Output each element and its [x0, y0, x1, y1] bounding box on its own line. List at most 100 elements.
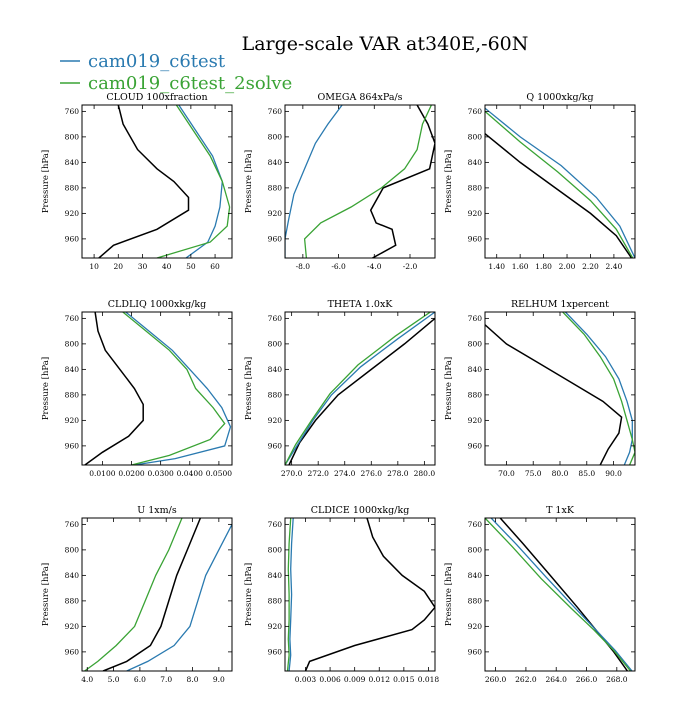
y-tick-label: 840 [268, 365, 283, 374]
series-line-black [304, 518, 435, 671]
legend: cam019_c6test cam019_c6test_2solve [60, 51, 292, 94]
series-line-cam019-c6test [285, 105, 343, 258]
x-tick-label: 4.0 [81, 675, 93, 684]
y-tick-label: 920 [65, 209, 80, 218]
y-tick-label: 760 [468, 520, 483, 529]
panel-title: RELHUM 1xpercent [511, 299, 609, 310]
x-tick-label: 6.0 [134, 675, 146, 684]
series-line-cam019-c6test-2solve [562, 312, 635, 465]
y-tick-label: 760 [468, 314, 483, 323]
y-tick-label: 880 [65, 390, 80, 399]
series-line-black [485, 324, 623, 465]
x-tick-label: -8.0 [296, 262, 311, 271]
y-tick-label: 880 [468, 183, 483, 192]
y-tick-label: 920 [65, 416, 80, 425]
x-tick-label: 278.0 [387, 469, 409, 478]
y-axis-label: Pressure [hPa] [444, 563, 454, 626]
x-tick-label: 90.0 [605, 469, 622, 478]
x-tick-label: -2.0 [403, 262, 418, 271]
x-tick-label: 10 [89, 262, 99, 271]
y-tick-label: 760 [268, 314, 283, 323]
y-tick-label: 880 [65, 596, 80, 605]
y-tick-label: 800 [468, 545, 483, 554]
x-tick-label: 75.0 [525, 469, 542, 478]
plot-frame [284, 517, 436, 672]
y-tick-label: 920 [268, 416, 283, 425]
panel-title: CLDICE 1000xkg/kg [311, 505, 410, 516]
y-tick-label: 800 [65, 545, 80, 554]
x-tick-label: 7.0 [160, 675, 172, 684]
y-tick-label: 840 [65, 571, 80, 580]
legend-label-cam019-c6test: cam019_c6test [88, 51, 226, 72]
y-tick-label: 840 [468, 158, 483, 167]
panel-cldliq: 760 800 840 880 920 960 0.0100 0.0200 0.0300 0.04… [41, 299, 233, 478]
y-tick-label: 920 [268, 622, 283, 631]
y-tick-label: 880 [268, 596, 283, 605]
y-axis-label: Pressure [hPa] [41, 357, 51, 420]
y-axis-label: Pressure [hPa] [244, 150, 254, 213]
x-tick-label: 262.0 [515, 675, 537, 684]
y-tick-label: 920 [268, 209, 283, 218]
panel-theta: 760 800 840 880 920 960 270.0 272.0 274.0 276.0 27… [244, 299, 436, 478]
y-axis-label: Pressure [hPa] [444, 150, 454, 213]
panel-title: U 1xm/s [137, 505, 177, 516]
y-tick-label: 800 [268, 339, 283, 348]
x-tick-label: 0.018 [418, 675, 440, 684]
plot-frame [284, 311, 436, 466]
x-tick-label: 0.009 [344, 675, 366, 684]
x-tick-label: -6.0 [331, 262, 346, 271]
panel-title: THETA 1.0xK [328, 299, 394, 310]
y-tick-label: 920 [468, 416, 483, 425]
series-line-cam019-c6test [285, 312, 435, 465]
x-tick-label: 2.20 [582, 262, 599, 271]
x-tick-label: 260.0 [485, 675, 507, 684]
x-tick-label: 266.0 [576, 675, 598, 684]
plot-frame [81, 517, 233, 672]
panel-title: T 1xK [546, 505, 575, 516]
y-tick-label: 960 [65, 234, 80, 243]
y-tick-label: 760 [268, 107, 283, 116]
y-tick-label: 840 [65, 365, 80, 374]
y-tick-label: 960 [268, 647, 283, 656]
y-tick-label: 800 [468, 132, 483, 141]
y-tick-label: 960 [65, 647, 80, 656]
y-tick-label: 840 [468, 365, 483, 374]
x-tick-label: 85.0 [578, 469, 595, 478]
x-tick-label: 268.0 [606, 675, 628, 684]
x-tick-label: 0.0500 [206, 469, 232, 478]
x-tick-label: 0.006 [319, 675, 341, 684]
y-tick-label: 880 [468, 390, 483, 399]
y-axis-label: Pressure [hPa] [41, 150, 51, 213]
y-axis-label: Pressure [hPa] [41, 563, 51, 626]
series-line-black [98, 105, 190, 258]
panel-q: 760 800 840 880 920 960 1.40 1.60 1.80 2.00 2.20 2.… [444, 92, 636, 271]
series-line-black [485, 133, 633, 258]
panel-t: 760 800 840 880 920 960 260.0 262.0 264.0 266.0 26… [444, 505, 636, 684]
x-tick-label: 5.0 [108, 675, 120, 684]
plot-frame [484, 104, 636, 259]
y-tick-label: 840 [268, 158, 283, 167]
x-tick-label: -4.0 [367, 262, 382, 271]
x-tick-label: 70.0 [498, 469, 515, 478]
x-tick-label: 0.0400 [177, 469, 203, 478]
y-tick-label: 800 [65, 339, 80, 348]
series-line-cam019-c6test [178, 105, 223, 258]
y-axis-label: Pressure [hPa] [244, 563, 254, 626]
y-tick-label: 960 [468, 647, 483, 656]
x-tick-label: 0.0200 [118, 469, 144, 478]
panel-title: Q 1000xkg/kg [526, 92, 593, 103]
series-line-cam019-c6test [490, 518, 633, 671]
x-tick-label: 274.0 [334, 469, 356, 478]
x-tick-label: 9.0 [213, 675, 225, 684]
x-tick-label: 264.0 [545, 675, 567, 684]
x-tick-label: 50 [186, 262, 196, 271]
x-tick-label: 0.0300 [148, 469, 174, 478]
plot-frame [484, 517, 636, 672]
series-line-cam019-c6test [564, 312, 633, 465]
y-tick-label: 920 [468, 209, 483, 218]
series-line-black [369, 105, 435, 258]
y-tick-label: 840 [468, 571, 483, 580]
x-tick-label: 8.0 [187, 675, 199, 684]
y-tick-label: 760 [65, 314, 80, 323]
